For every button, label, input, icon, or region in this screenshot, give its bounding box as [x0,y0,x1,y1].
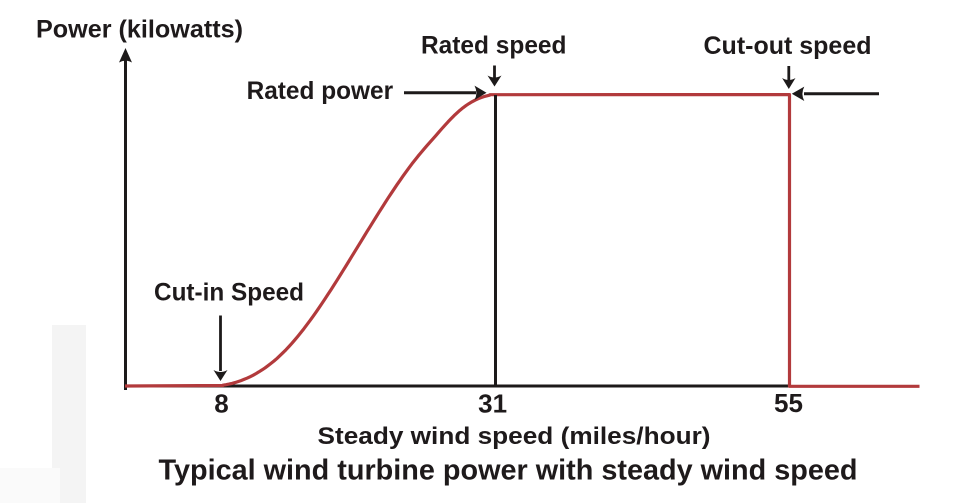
svg-text:Power (kilowatts): Power (kilowatts) [36,16,243,44]
svg-text:Typical wind turbine power wit: Typical wind turbine power with steady w… [159,455,858,487]
svg-text:31: 31 [478,389,507,419]
svg-text:Rated speed: Rated speed [421,31,567,59]
svg-text:55: 55 [774,388,803,418]
svg-text:Steady wind speed (miles/hour): Steady wind speed (miles/hour) [318,423,711,450]
svg-text:Cut-out speed: Cut-out speed [704,32,872,60]
svg-text:8: 8 [214,389,228,419]
svg-text:Rated power: Rated power [247,77,394,105]
svg-text:Cut-in Speed: Cut-in Speed [154,278,304,306]
